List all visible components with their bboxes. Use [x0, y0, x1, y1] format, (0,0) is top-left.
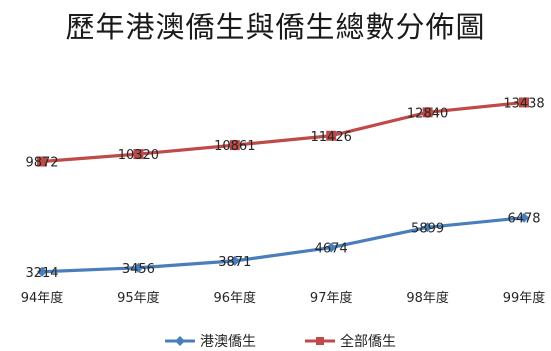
series-line — [40, 216, 526, 274]
data-point — [326, 130, 337, 141]
x-tick-label: 94年度 — [21, 290, 64, 306]
series-line — [40, 100, 526, 164]
data-label: 13438 — [503, 96, 544, 111]
data-point — [519, 212, 529, 223]
data-point — [519, 97, 529, 108]
x-tick-label: 95年度 — [117, 290, 160, 306]
legend-label: 港澳僑生 — [200, 334, 256, 350]
x-tick-label: 99年度 — [503, 290, 546, 306]
legend-marker — [175, 336, 185, 346]
data-label: 3214 — [25, 266, 58, 281]
data-point — [37, 266, 47, 277]
data-point — [229, 255, 240, 266]
data-label: 9872 — [25, 155, 58, 170]
data-label: 10861 — [214, 139, 255, 154]
data-label: 4674 — [315, 242, 348, 257]
data-label: 11426 — [311, 130, 352, 145]
data-label: 3456 — [122, 262, 155, 277]
data-point — [133, 262, 144, 273]
chart-title: 歷年港澳僑生與僑生總數分佈圖 — [65, 10, 486, 44]
legend-marker — [316, 337, 324, 345]
data-point — [422, 222, 433, 233]
data-point — [37, 156, 47, 167]
data-point — [133, 149, 144, 160]
data-label: 6478 — [507, 212, 540, 227]
data-label: 5899 — [411, 221, 444, 236]
data-point — [422, 107, 433, 118]
data-label: 10320 — [118, 148, 159, 163]
legend-label: 全部僑生 — [340, 333, 396, 350]
data-label: 3871 — [218, 255, 251, 270]
x-tick-label: 98年度 — [406, 290, 449, 306]
data-label: 12840 — [407, 106, 448, 121]
x-tick-label: 96年度 — [214, 290, 257, 306]
data-point — [229, 140, 240, 151]
data-point — [326, 242, 337, 253]
x-tick-label: 97年度 — [310, 290, 353, 306]
